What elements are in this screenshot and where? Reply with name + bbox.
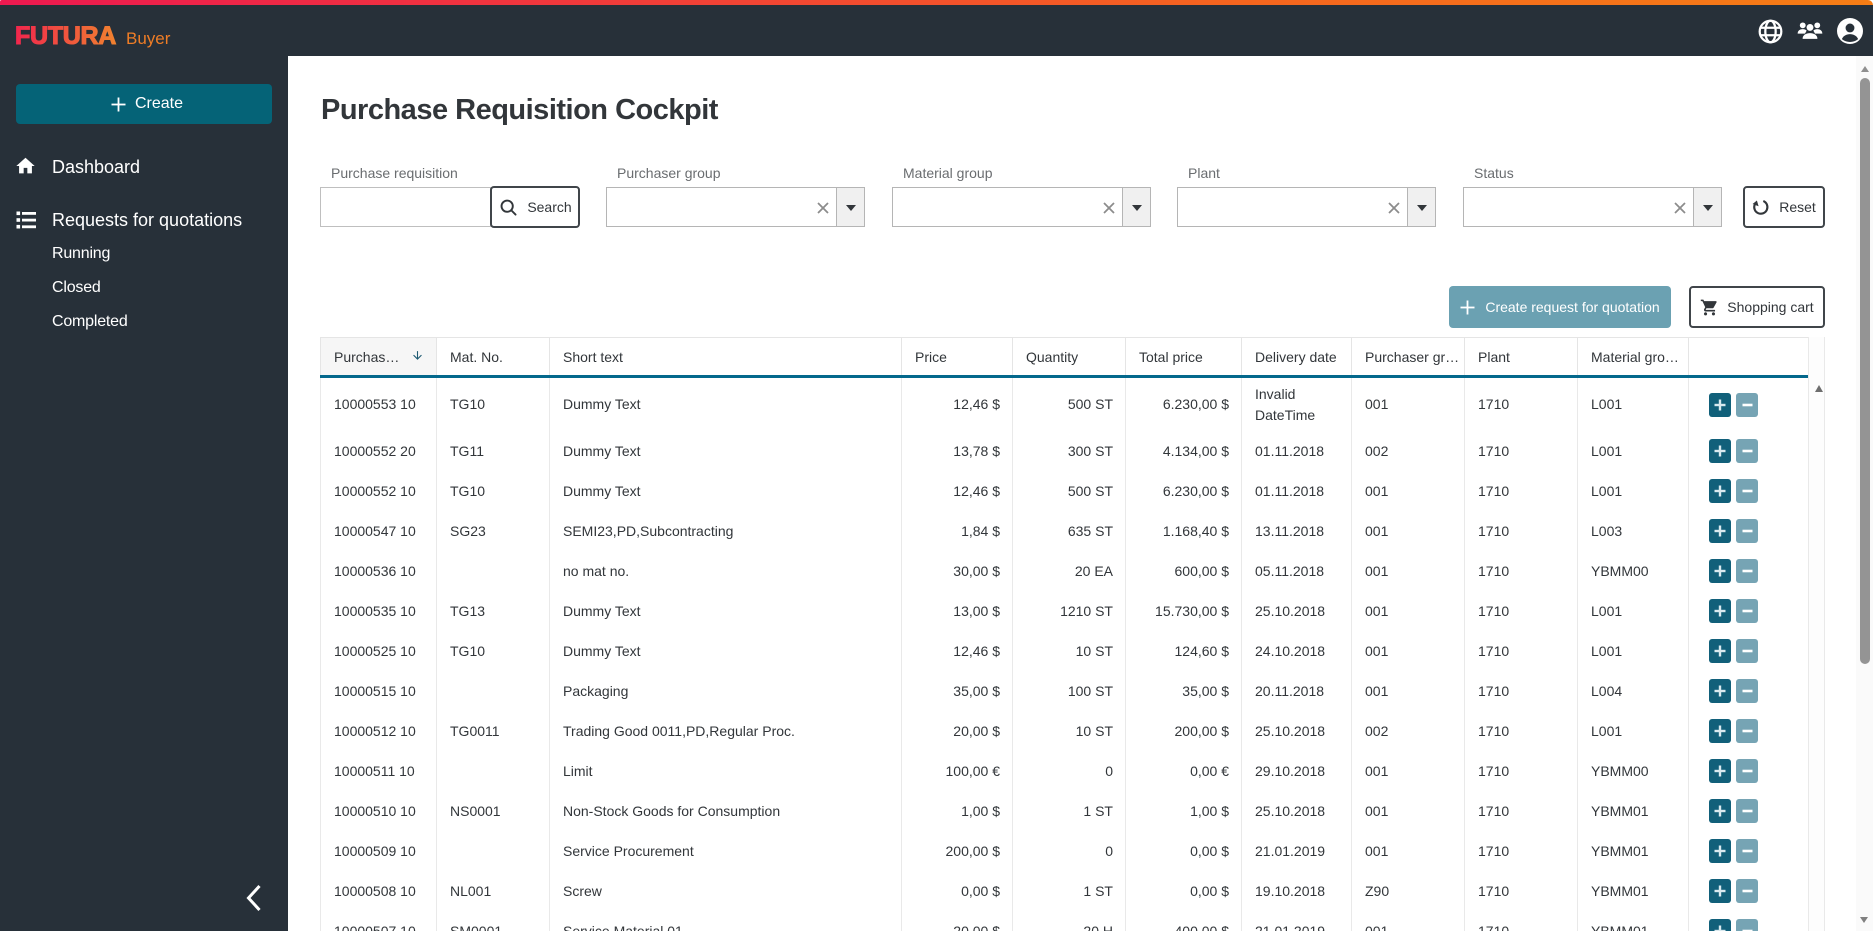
svg-text:Buyer: Buyer: [126, 29, 171, 48]
svg-text:FUTURA: FUTURA: [15, 22, 116, 50]
